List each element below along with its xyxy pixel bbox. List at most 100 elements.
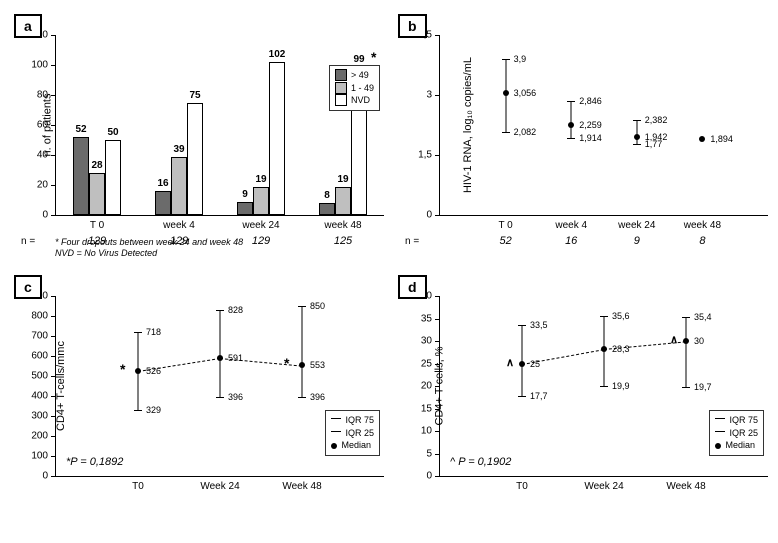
chart-a-legend: > 491 - 49NVD	[329, 65, 380, 111]
bar-value-label: 19	[337, 174, 348, 185]
x-tick-label: week 4	[555, 220, 587, 231]
legend-label: IQR 25	[345, 427, 374, 440]
median-point	[568, 122, 574, 128]
panel-a: a n. of patients 020406080100120T 012952…	[10, 10, 384, 261]
y-tick-label: 400	[26, 391, 48, 402]
lower-label: 329	[146, 405, 161, 415]
y-tick-label: 60	[26, 120, 48, 131]
upper-label: 35,4	[694, 312, 712, 322]
n-value: 52	[499, 235, 511, 247]
y-tick-label: 20	[410, 381, 432, 392]
bar-value-label: 102	[269, 49, 286, 60]
x-tick-label: T0	[516, 481, 528, 492]
bar	[335, 187, 351, 216]
upper-label: 718	[146, 327, 161, 337]
chart-a-footnote: * Four dropouts between week 24 and week…	[55, 237, 243, 259]
y-tick-label: 0	[26, 210, 48, 221]
y-tick-label: 500	[26, 371, 48, 382]
y-tick-label: 0	[26, 471, 48, 482]
bar	[171, 157, 187, 216]
bar	[105, 140, 121, 215]
x-tick-label: week 48	[324, 220, 361, 231]
bar	[253, 187, 269, 216]
panel-d-label: d	[398, 275, 427, 299]
legend-label: > 49	[351, 69, 369, 82]
n-value: 16	[565, 235, 577, 247]
upper-label: 2,382	[645, 115, 668, 125]
x-tick-label: week 48	[684, 220, 721, 231]
bar-value-label: 52	[75, 124, 86, 135]
bar	[269, 62, 285, 215]
bar	[319, 203, 335, 215]
lower-label: 1,914	[579, 133, 602, 143]
lower-label: 19,7	[694, 382, 712, 392]
panel-a-label: a	[14, 14, 42, 38]
bar-value-label: 28	[91, 160, 102, 171]
y-tick-label: 30	[410, 336, 432, 347]
legend-label: Median	[341, 439, 371, 452]
bar	[237, 202, 253, 216]
panel-b: b HIV-1 RNA, log₁₀ copies/mL 01,534,5T 0…	[394, 10, 768, 261]
bar-value-label: 99	[353, 54, 364, 65]
y-tick-label: 800	[26, 311, 48, 322]
y-tick-label: 100	[26, 451, 48, 462]
n-value: 129	[252, 235, 270, 247]
chart-b-ylabel: HIV-1 RNA, log₁₀ copies/mL	[462, 57, 474, 193]
figure-grid: a n. of patients 020406080100120T 012952…	[10, 10, 768, 522]
y-tick-label: 0	[410, 471, 432, 482]
chart-c-ylabel: CD4+ T-cells/mmc	[55, 341, 67, 431]
n-equals-label: n =	[405, 236, 419, 247]
y-tick-label: 700	[26, 331, 48, 342]
y-tick-label: 0	[410, 210, 432, 221]
panel-c-label: c	[14, 275, 42, 299]
panel-d: d CD4+ T-cells, % 0510152025303540T033,5…	[394, 271, 768, 522]
caret-marker: ∧	[506, 356, 514, 369]
n-value: 8	[699, 235, 705, 247]
y-tick-label: 10	[410, 426, 432, 437]
chart-c-area: CD4+ T-cells/mmc 01002003004005006007008…	[55, 296, 384, 477]
x-tick-label: T0	[132, 481, 144, 492]
median-label: 30	[694, 336, 704, 346]
upper-label: 3,9	[514, 54, 527, 64]
lower-label: 19,9	[612, 381, 630, 391]
chart-b-area: HIV-1 RNA, log₁₀ copies/mL 01,534,5T 052…	[439, 35, 768, 216]
bar	[187, 103, 203, 216]
lower-label: 396	[310, 392, 325, 402]
x-tick-label: T 0	[90, 220, 104, 231]
p-value-text: ^ P = 0,1902	[450, 456, 511, 468]
footnote-line-1: * Four dropouts between week 24 and week…	[55, 237, 243, 247]
lower-label: 2,082	[514, 127, 537, 137]
upper-label: 828	[228, 305, 243, 315]
footnote-line-2: NVD = No Virus Detected	[55, 248, 157, 258]
median-label: 1,942	[645, 132, 668, 142]
y-tick-label: 100	[26, 60, 48, 71]
chart-d-area: CD4+ T-cells, % 0510152025303540T033,517…	[439, 296, 768, 477]
bar	[155, 191, 171, 215]
legend-label: NVD	[351, 94, 370, 107]
star-marker: *	[120, 361, 125, 377]
bar-value-label: 75	[189, 90, 200, 101]
bar-value-label: 8	[324, 190, 330, 201]
x-tick-label: week 4	[163, 220, 195, 231]
panel-b-label: b	[398, 14, 427, 38]
y-tick-label: 300	[26, 411, 48, 422]
bar-value-label: 16	[157, 178, 168, 189]
y-tick-label: 1,5	[410, 150, 432, 161]
legend-label: IQR 75	[729, 414, 758, 427]
y-tick-label: 15	[410, 403, 432, 414]
y-tick-label: 200	[26, 431, 48, 442]
panel-c: c CD4+ T-cells/mmc 010020030040050060070…	[10, 271, 384, 522]
legend-label: IQR 75	[345, 414, 374, 427]
legend: IQR 75IQR 25Median	[325, 410, 380, 456]
n-value: 125	[334, 235, 352, 247]
y-tick-label: 40	[26, 150, 48, 161]
bar-value-label: 9	[242, 189, 248, 200]
median-label: 591	[228, 353, 243, 363]
y-tick-label: 80	[26, 90, 48, 101]
bar-value-label: 19	[255, 174, 266, 185]
x-tick-label: Week 48	[282, 481, 321, 492]
median-point	[634, 134, 640, 140]
y-tick-label: 20	[26, 180, 48, 191]
legend: IQR 75IQR 25Median	[709, 410, 764, 456]
legend-label: 1 - 49	[351, 82, 374, 95]
